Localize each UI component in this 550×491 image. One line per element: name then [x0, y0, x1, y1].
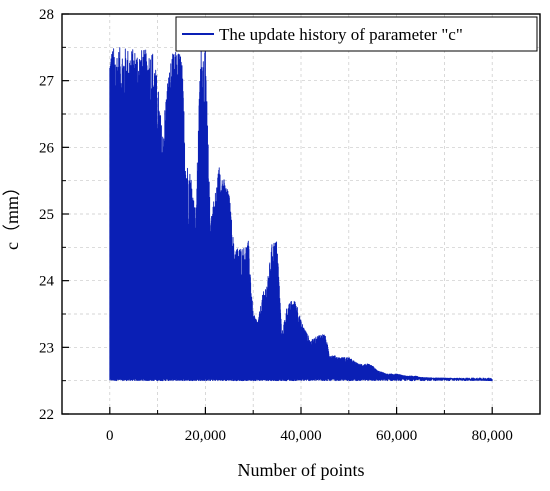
x-tick-label: 0	[106, 428, 114, 444]
series-line-c	[109, 47, 493, 382]
y-tick-label: 23	[39, 340, 54, 356]
y-tick-label: 22	[39, 407, 54, 423]
y-tick-label: 27	[39, 74, 55, 90]
x-tick-label: 40,000	[280, 428, 321, 444]
y-tick-label: 25	[39, 207, 54, 223]
y-axis-title: c（mm）	[2, 178, 22, 250]
y-tick-label: 28	[39, 7, 54, 23]
legend-label: The update history of parameter "c"	[219, 25, 463, 44]
tick-labels: 0 20,000 40,000 60,000 80,000 22 23 24 25 26 27 28	[39, 7, 513, 444]
series-layer	[109, 47, 493, 382]
x-axis-title: Number of points	[238, 460, 365, 480]
y-tick-label: 24	[39, 274, 55, 290]
y-tick-label: 26	[39, 140, 55, 156]
x-tick-label: 20,000	[185, 428, 226, 444]
legend: The update history of parameter "c"	[175, 16, 538, 52]
x-tick-label: 80,000	[472, 428, 513, 444]
legend-box	[175, 16, 538, 52]
x-tick-label: 60,000	[376, 428, 417, 444]
ticks	[61, 13, 541, 415]
